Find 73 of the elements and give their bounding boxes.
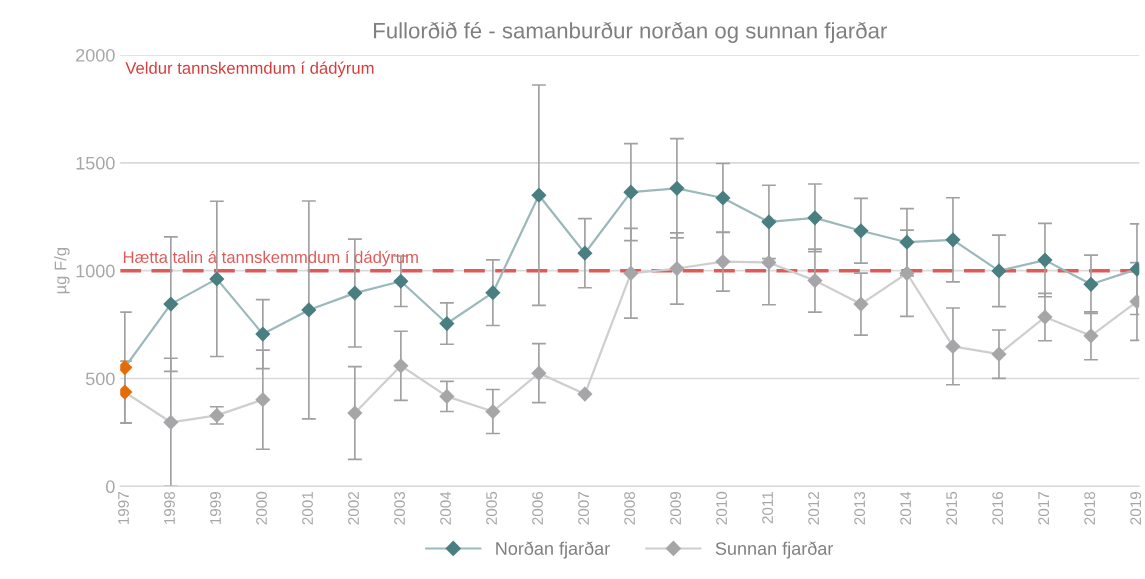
x-tick-label: 2000 xyxy=(256,491,267,525)
point xyxy=(1037,252,1053,268)
point xyxy=(163,414,179,430)
y-tick-label: 500 xyxy=(85,372,115,386)
chart-title: Fullorðið fé - samanburður norðan og sunnan fjarðar xyxy=(374,21,887,43)
point xyxy=(991,263,1007,279)
point xyxy=(347,405,363,421)
point xyxy=(577,386,593,402)
x-tick-label: 2013 xyxy=(854,491,866,525)
point xyxy=(899,234,915,250)
point xyxy=(715,254,731,270)
x-tick-label: 2009 xyxy=(670,491,682,525)
point xyxy=(485,285,501,301)
x-tick-label: 2001 xyxy=(302,491,313,525)
point xyxy=(715,190,731,206)
x-tick-label: 2014 xyxy=(900,491,912,525)
x-tick-label: 2006 xyxy=(532,491,543,525)
y-tick-label: 1500 xyxy=(76,156,115,170)
x-tick-label: 2008 xyxy=(624,491,635,525)
x-tick-label: 2016 xyxy=(992,491,1004,525)
x-tick-label: 2010 xyxy=(716,491,728,525)
point xyxy=(623,184,639,200)
point xyxy=(255,326,271,342)
x-tick-label: 2005 xyxy=(486,491,497,525)
x-tick-label: 2012 xyxy=(808,491,820,525)
x-tick-label: 2011 xyxy=(762,491,774,524)
legend-label: Sunnan fjarðar xyxy=(715,541,834,559)
y-axis-title: µg F/g xyxy=(54,247,70,294)
x-tick-label: 1997 xyxy=(118,491,129,525)
point xyxy=(1037,309,1053,325)
point xyxy=(255,392,271,408)
point xyxy=(991,346,1007,362)
y-tick-label: 1000 xyxy=(76,264,115,278)
x-tick-label: 2002 xyxy=(348,491,359,525)
x-tick-label: 2019 xyxy=(1130,491,1142,525)
point xyxy=(761,214,777,230)
legend-label: Norðan fjarðar xyxy=(496,541,610,559)
point xyxy=(623,265,639,281)
point xyxy=(1083,328,1099,344)
point xyxy=(531,187,547,203)
point xyxy=(945,338,961,354)
x-tick-label: 2015 xyxy=(946,491,958,525)
annotation: Veldur tannskemmdum í dádýrum xyxy=(125,61,374,78)
point xyxy=(1083,276,1099,292)
x-tick-label: 2017 xyxy=(1038,491,1050,525)
point xyxy=(209,271,225,287)
point xyxy=(531,365,547,381)
point xyxy=(439,315,455,332)
point xyxy=(669,180,685,196)
x-tick-label: 1999 xyxy=(210,491,221,525)
point xyxy=(853,223,869,239)
point xyxy=(761,254,777,271)
x-tick-label: 2018 xyxy=(1084,491,1096,525)
point xyxy=(301,302,317,318)
x-tick-label: 2003 xyxy=(394,491,405,525)
point xyxy=(439,388,455,405)
point xyxy=(393,273,409,289)
point xyxy=(485,403,501,420)
point xyxy=(945,232,961,248)
point xyxy=(853,296,869,312)
point xyxy=(577,245,593,261)
x-tick-label: 2007 xyxy=(578,491,589,525)
y-tick-label: 0 xyxy=(106,480,115,494)
point xyxy=(807,273,823,289)
x-tick-label: 2004 xyxy=(440,491,451,525)
point xyxy=(393,358,409,374)
x-tick-label: 1998 xyxy=(164,491,175,525)
y-tick-label: 2000 xyxy=(76,48,115,62)
point xyxy=(669,260,685,277)
point xyxy=(163,296,179,312)
point xyxy=(347,285,363,301)
point xyxy=(807,210,823,226)
point xyxy=(899,265,915,281)
